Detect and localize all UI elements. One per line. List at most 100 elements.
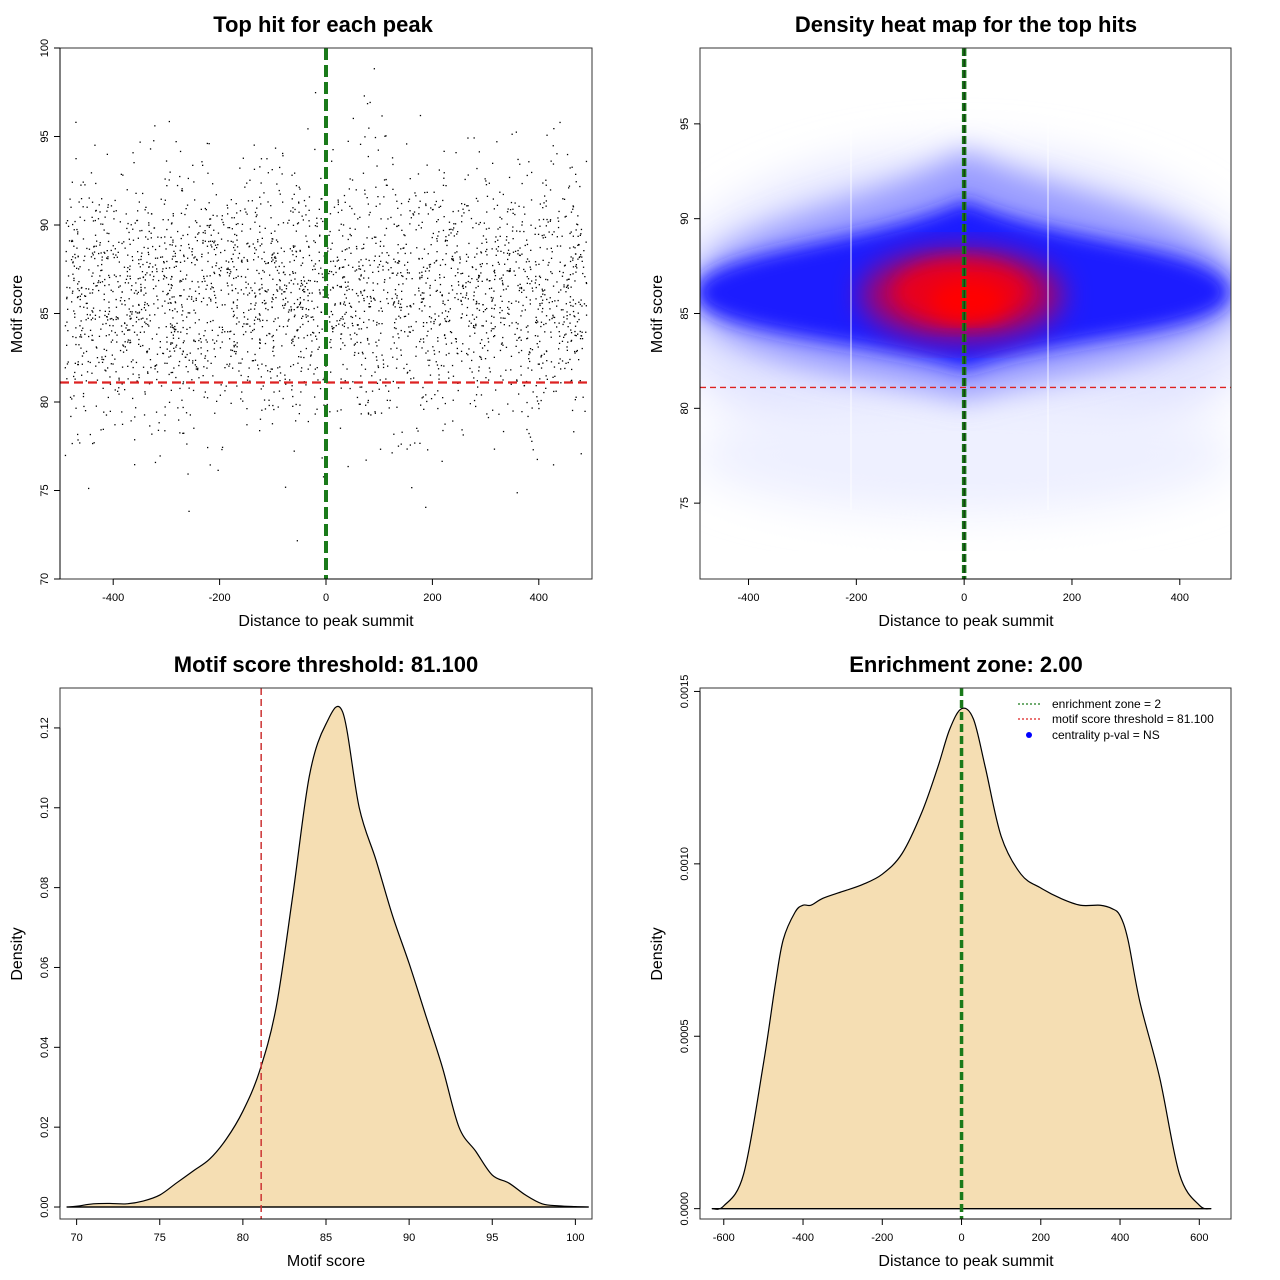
scatter-point xyxy=(363,277,365,279)
scatter-point xyxy=(305,308,307,310)
scatter-point xyxy=(254,353,256,356)
scatter-point xyxy=(80,198,83,200)
sd-x-tick-label: 90 xyxy=(403,1232,415,1244)
scatter-point xyxy=(468,348,470,350)
scatter-point xyxy=(298,186,300,188)
scatter-point xyxy=(281,173,283,175)
scatter-point xyxy=(135,321,137,323)
scatter-point xyxy=(95,210,97,212)
scatter-point xyxy=(301,262,304,264)
scatter-point xyxy=(268,332,270,335)
scatter-point xyxy=(362,264,364,267)
scatter-point xyxy=(391,157,394,159)
scatter-point xyxy=(566,153,569,156)
scatter-point xyxy=(187,257,189,259)
scatter-point xyxy=(212,240,214,242)
scatter-point xyxy=(579,338,582,340)
scatter-point xyxy=(387,269,390,271)
scatter-point xyxy=(121,330,123,333)
scatter-point xyxy=(343,325,345,328)
scatter-point xyxy=(434,279,436,281)
scatter-point xyxy=(518,301,520,303)
scatter-point xyxy=(235,223,237,226)
scatter-point xyxy=(104,369,106,371)
scatter-point xyxy=(252,360,255,362)
scatter-point xyxy=(157,307,159,309)
scatter-point xyxy=(140,308,143,311)
scatter-point xyxy=(373,68,375,70)
scatter-point xyxy=(491,315,493,317)
scatter-point xyxy=(445,239,447,241)
scatter-point xyxy=(171,324,173,326)
scatter-point xyxy=(534,233,536,235)
scatter-point xyxy=(166,260,168,263)
scatter-point xyxy=(144,301,146,304)
scatter-point xyxy=(376,359,378,361)
scatter-point xyxy=(486,279,488,281)
scatter-point xyxy=(532,449,534,451)
scatter-point xyxy=(291,389,293,391)
scatter-point xyxy=(173,250,175,252)
scatter-point xyxy=(298,413,300,415)
scatter-point xyxy=(128,298,130,300)
scatter-point xyxy=(179,270,182,272)
scatter-point xyxy=(165,248,167,250)
scatter-point xyxy=(258,318,261,320)
scatter-point xyxy=(320,267,322,269)
scatter-point xyxy=(417,173,420,175)
scatter-point xyxy=(542,259,544,261)
scatter-point xyxy=(346,368,348,370)
scatter-point xyxy=(165,160,168,162)
scatter-point xyxy=(322,289,324,291)
scatter-point xyxy=(162,352,165,355)
scatter-point xyxy=(421,221,423,223)
scatter-point xyxy=(158,279,160,282)
scatter-point xyxy=(319,293,321,295)
scatter-point xyxy=(127,378,129,380)
scatter-point xyxy=(291,250,293,252)
scatter-point xyxy=(208,143,210,145)
scatter-point xyxy=(580,299,582,301)
scatter-point xyxy=(400,309,402,311)
scatter-point xyxy=(152,245,154,248)
scatter-point xyxy=(479,355,481,358)
scatter-point xyxy=(462,343,464,345)
scatter-point xyxy=(259,342,261,344)
scatter-point xyxy=(444,318,446,320)
scatter-point xyxy=(111,330,113,332)
scatter-point xyxy=(215,262,218,264)
distance-density-title: Enrichment zone: 2.00 xyxy=(849,652,1083,677)
scatter-point xyxy=(455,341,457,343)
scatter-point xyxy=(293,336,296,338)
scatter-point xyxy=(204,232,206,234)
scatter-point xyxy=(127,282,130,284)
scatter-point xyxy=(569,167,571,169)
scatter-point xyxy=(178,419,180,421)
scatter-point xyxy=(139,230,141,232)
scatter-point xyxy=(353,213,356,215)
scatter-point xyxy=(508,270,510,272)
scatter-point xyxy=(352,266,354,268)
scatter-point xyxy=(499,226,501,229)
scatter-point xyxy=(384,279,386,281)
scatter-point xyxy=(175,245,177,247)
scatter-point xyxy=(453,235,455,237)
scatter-point xyxy=(182,278,184,280)
scatter-point xyxy=(174,308,176,310)
scatter-point xyxy=(385,178,387,181)
scatter-point xyxy=(77,363,79,366)
scatter-point xyxy=(187,177,189,180)
scatter-point xyxy=(478,223,480,226)
scatter-point xyxy=(319,235,321,237)
scatter-point xyxy=(303,288,305,291)
scatter-point xyxy=(461,429,463,431)
scatter-point xyxy=(198,319,200,321)
scatter-point xyxy=(369,101,371,104)
scatter-point xyxy=(269,274,271,276)
scatter-point xyxy=(113,210,115,213)
scatter-point xyxy=(393,258,395,260)
scatter-point xyxy=(91,275,93,277)
scatter-point xyxy=(109,410,111,412)
scatter-point xyxy=(99,244,101,246)
scatter-point xyxy=(124,247,126,249)
